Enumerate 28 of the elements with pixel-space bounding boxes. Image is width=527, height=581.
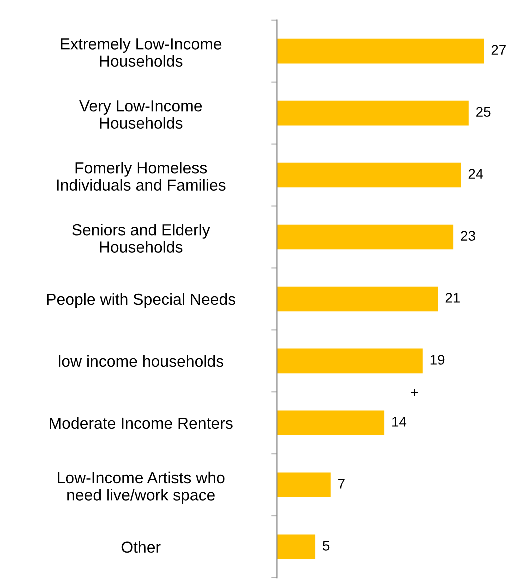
y-tick-label: Extremely Low-Income Households bbox=[61, 38, 222, 68]
data-label: 5 bbox=[323, 541, 330, 551]
data-label: 23 bbox=[461, 231, 476, 241]
bar bbox=[277, 224, 454, 250]
data-label: 25 bbox=[476, 107, 491, 118]
y-tick-label: Moderate Income Renters bbox=[50, 417, 233, 430]
data-label: 14 bbox=[392, 417, 407, 427]
y-tick-label: Fomerly Homeless Individuals and Families bbox=[57, 162, 226, 191]
data-label: 7 bbox=[338, 479, 345, 489]
bar bbox=[277, 100, 469, 126]
data-label: 27 bbox=[492, 45, 506, 55]
y-tick-label: low income households bbox=[59, 355, 224, 368]
bar bbox=[277, 348, 423, 374]
y-tick-label: Seniors and Elderly Households bbox=[72, 224, 210, 253]
y-tick-label: People with Special Needs bbox=[47, 293, 236, 308]
bar bbox=[277, 472, 331, 498]
data-label: 19 bbox=[430, 355, 445, 365]
data-label: 24 bbox=[468, 169, 484, 179]
bar bbox=[277, 286, 438, 312]
bar bbox=[277, 410, 385, 436]
data-label: 21 bbox=[446, 293, 460, 303]
bar bbox=[277, 162, 462, 188]
y-tick-label: Very Low-Income Households bbox=[79, 100, 202, 129]
y-tick-label: Other bbox=[122, 541, 161, 554]
annotation: + bbox=[411, 389, 418, 397]
bar bbox=[277, 534, 316, 560]
y-tick-label: Low-Income Artists who need live/work space bbox=[58, 472, 225, 504]
bar bbox=[277, 38, 484, 64]
